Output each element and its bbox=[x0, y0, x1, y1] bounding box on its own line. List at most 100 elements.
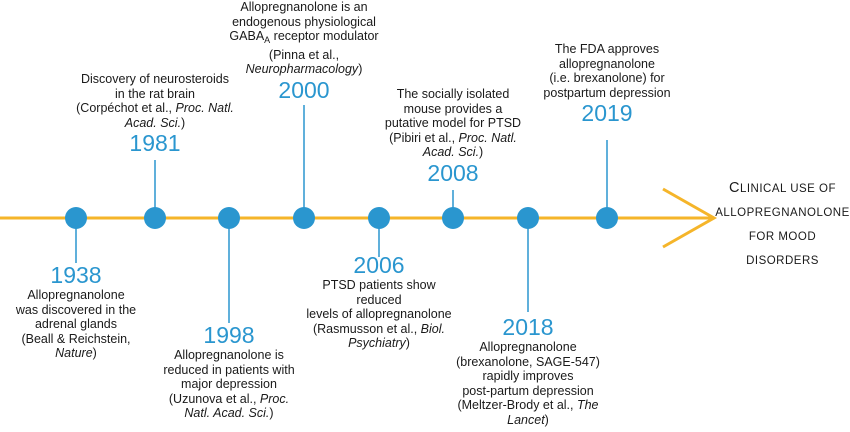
italic-citation: Acad. Sci. bbox=[124, 115, 182, 130]
event-description: The FDA approves allopregnanolone (i.e. br… bbox=[507, 42, 707, 100]
event-description-line: The socially isolated bbox=[353, 87, 553, 102]
event-year: 2018 bbox=[502, 314, 554, 340]
event-description-line: Natl. Acad. Sci.) bbox=[129, 406, 329, 421]
subscript: A bbox=[264, 35, 271, 46]
text-segment: post-partum depression bbox=[462, 383, 594, 398]
event-description-line: reduced bbox=[279, 293, 479, 308]
event-description-line: (brexanolone, SAGE-547) bbox=[428, 355, 628, 370]
event-description: Allopregnanolone (brexanolone, SAGE-547) r… bbox=[428, 340, 628, 428]
event-marker-2006 bbox=[368, 207, 390, 229]
event-1998: 1998 Allopregnanolone is reduced in patien… bbox=[129, 322, 329, 421]
event-description-line: Neuropharmacology) bbox=[204, 62, 404, 77]
event-1938: 1938 Allopregnanolone was discovered in th… bbox=[0, 262, 176, 361]
text-segment: ) bbox=[181, 115, 186, 130]
conclusion-line-2: ALLOPREGNANOLONE bbox=[715, 207, 850, 219]
event-year: 1981 bbox=[129, 130, 181, 157]
event-year: 2006 bbox=[353, 252, 405, 278]
conclusion-initial: C bbox=[728, 180, 740, 196]
text-segment: adrenal glands bbox=[34, 317, 117, 332]
event-year: 2008 bbox=[427, 159, 479, 186]
event-description-line: adrenal glands bbox=[0, 317, 176, 332]
italic-citation: Psychiatry bbox=[348, 336, 406, 351]
italic-citation: Nature bbox=[55, 346, 93, 361]
italic-citation: Lancet bbox=[507, 412, 545, 427]
event-description-line: allopregnanolone bbox=[507, 57, 707, 72]
event-marker-2018 bbox=[517, 207, 539, 229]
text-segment: (Rasmusson et al., bbox=[312, 321, 421, 336]
event-description-line: The FDA approves bbox=[507, 42, 707, 57]
text-segment: The socially isolated bbox=[396, 87, 510, 101]
event-description-line: post-partum depression bbox=[428, 384, 628, 399]
text-segment: ) bbox=[544, 412, 549, 427]
italic-citation: Proc. bbox=[259, 391, 290, 406]
text-segment: PTSD patients show bbox=[322, 278, 436, 292]
event-description-line: Acad. Sci.) bbox=[55, 116, 255, 131]
event-description-line: Acad. Sci.) bbox=[353, 145, 553, 160]
event-description-line: (Corpéchot et al., Proc. Natl. bbox=[55, 101, 255, 116]
timeline-conclusion: CLINICAL USE OF ALLOPREGNANOLONE FOR MOO… bbox=[715, 176, 850, 273]
text-segment: putative model for PTSD bbox=[384, 116, 522, 131]
event-description: Allopregnanolone was discovered in the adr… bbox=[0, 288, 176, 361]
event-description-line: endogenous physiological bbox=[204, 15, 404, 30]
text-segment: postpartum depression bbox=[543, 85, 671, 100]
event-2018: 2018 Allopregnanolone (brexanolone, SAGE-5… bbox=[428, 314, 628, 428]
event-description-line: Discovery of neurosteroids bbox=[55, 72, 255, 87]
conclusion-line-4: DISORDERS bbox=[746, 255, 819, 267]
italic-citation: The bbox=[576, 398, 599, 413]
event-description-line: levels of allopregnanolone bbox=[279, 307, 479, 322]
event-description-line: putative model for PTSD bbox=[353, 116, 553, 131]
event-description-line: Allopregnanolone bbox=[0, 288, 176, 303]
text-segment: in the rat brain bbox=[115, 86, 195, 101]
event-description-line: mouse provides a bbox=[353, 102, 553, 117]
italic-citation: Proc. Natl. bbox=[458, 130, 517, 145]
event-description-line: GABAA receptor modulator bbox=[204, 29, 404, 48]
text-segment: GABA bbox=[229, 29, 265, 44]
text-segment: Allopregnanolone is an bbox=[240, 0, 368, 14]
event-description-line: postpartum depression bbox=[507, 86, 707, 101]
text-segment: Allopregnanolone bbox=[27, 288, 125, 302]
event-description-line: PTSD patients show bbox=[279, 278, 479, 293]
event-year: 2000 bbox=[278, 76, 330, 103]
event-2008: The socially isolated mouse provides a put… bbox=[353, 87, 553, 186]
event-description-line: Lancet) bbox=[428, 413, 628, 428]
event-description-line: Allopregnanolone is bbox=[129, 348, 329, 363]
text-segment: mouse provides a bbox=[403, 101, 503, 116]
event-2000: Allopregnanolone is an endogenous physiol… bbox=[204, 0, 404, 103]
event-description-line: rapidly improves bbox=[428, 369, 628, 384]
text-segment: (Pibiri et al., bbox=[389, 130, 459, 145]
text-segment: major depression bbox=[181, 377, 277, 392]
text-segment: (Corpéchot et al., bbox=[76, 101, 176, 116]
text-segment: (Meltzer-Brody et al., bbox=[457, 398, 577, 413]
text-segment: was discovered in the bbox=[15, 302, 137, 317]
event-description-line: Allopregnanolone bbox=[428, 340, 628, 355]
event-2006: 2006 PTSD patients show reduced levels of a… bbox=[279, 252, 479, 351]
italic-citation: Natl. Acad. Sci. bbox=[184, 406, 270, 421]
text-segment: ) bbox=[405, 336, 410, 351]
text-segment: endogenous physiological bbox=[232, 14, 376, 29]
text-segment: (Uzunova et al., bbox=[168, 391, 260, 406]
event-marker-1998 bbox=[218, 207, 240, 229]
text-segment: ) bbox=[358, 62, 363, 77]
event-description-line: (Rasmusson et al., Biol. bbox=[279, 322, 479, 337]
text-segment: reduced in patients with bbox=[163, 362, 295, 377]
italic-citation: Biol. bbox=[420, 321, 445, 336]
conclusion-line-1: CLINICAL USE OF bbox=[715, 176, 850, 201]
event-description-line: Allopregnanolone is an bbox=[204, 0, 404, 15]
event-description-line: (Uzunova et al., Proc. bbox=[129, 392, 329, 407]
text-segment: ) bbox=[269, 406, 274, 421]
event-marker-1938 bbox=[65, 207, 87, 229]
text-segment: ) bbox=[92, 346, 97, 361]
text-segment: (brexanolone, SAGE-547) bbox=[456, 354, 600, 369]
event-description: The socially isolated mouse provides a put… bbox=[353, 87, 553, 160]
event-marker-2000 bbox=[293, 207, 315, 229]
event-description-line: in the rat brain bbox=[55, 87, 255, 102]
text-segment: (Beall & Reichstein, bbox=[21, 331, 131, 346]
text-segment: reduced bbox=[356, 292, 402, 307]
text-segment: allopregnanolone bbox=[559, 56, 655, 71]
event-description-line: was discovered in the bbox=[0, 303, 176, 318]
conclusion-line-1-rest: LINICAL USE OF bbox=[739, 183, 837, 195]
event-description-line: (Beall & Reichstein, bbox=[0, 332, 176, 347]
event-description: PTSD patients show reduced levels of allop… bbox=[279, 278, 479, 351]
event-description-line: Nature) bbox=[0, 346, 176, 361]
